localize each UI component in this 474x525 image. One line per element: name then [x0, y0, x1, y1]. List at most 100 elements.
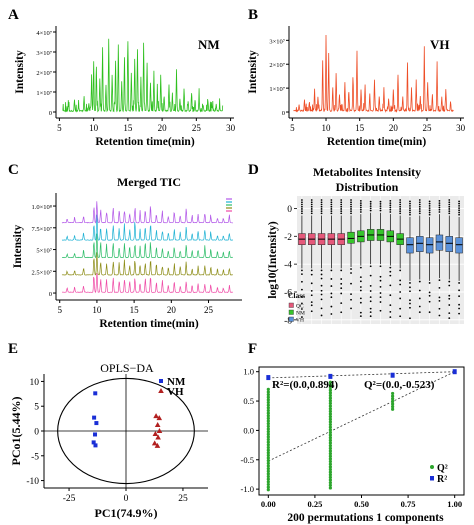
outlier-point: [350, 205, 352, 208]
outlier-point: [448, 199, 451, 201]
outlier-point: [359, 289, 362, 292]
outlier-point: [301, 308, 303, 310]
outlier-point: [369, 284, 372, 287]
outlier-point: [340, 292, 343, 295]
x-tick-label-C: 25: [204, 305, 214, 315]
outlier-point: [399, 203, 402, 206]
outlier-point: [458, 202, 460, 205]
outlier-point: [320, 273, 323, 276]
outlier-point: [369, 265, 372, 268]
y-tick-label-C: 2.5×10⁷: [31, 269, 52, 276]
outlier-point: [458, 289, 460, 292]
y-tick-label-C: 7.5×10⁷: [31, 226, 52, 233]
outlier-point: [310, 294, 313, 297]
outlier-point: [399, 269, 402, 272]
outlier-point: [320, 203, 323, 206]
outlier-point: [399, 315, 402, 318]
outlier-point: [320, 269, 323, 272]
y-tick-label-A: 3×10⁷: [36, 50, 52, 57]
outlier-point: [428, 204, 431, 207]
x-tick-label-B: 25: [422, 123, 432, 133]
outlier-point: [350, 298, 352, 301]
point-q2: [266, 477, 270, 481]
point-q2: [328, 441, 332, 445]
outlier-point: [399, 297, 402, 300]
box-nm: [347, 231, 355, 244]
outlier-point: [340, 287, 343, 290]
outlier-point: [340, 311, 343, 314]
outlier-point: [448, 280, 451, 283]
outlier-point: [330, 210, 333, 213]
point-q2: [266, 466, 270, 471]
outlier-point: [379, 275, 382, 278]
x-tick-label-C: 10: [92, 305, 102, 315]
point-q2: [266, 395, 270, 399]
outlier-point: [448, 205, 451, 208]
outlier-point: [389, 199, 392, 202]
outlier-point: [389, 310, 392, 313]
y-tick-label-E: 5: [34, 403, 39, 413]
point-q2: [266, 485, 270, 489]
x-tick-label-A: 10: [89, 123, 99, 133]
x-tick-label-F: 0.75: [401, 499, 416, 509]
point-nm: [94, 421, 99, 426]
annotation-q2: Q²=(0.0,-0.523): [364, 379, 435, 391]
panel-a-label: NM: [198, 37, 220, 52]
outlier-point: [389, 266, 392, 269]
outlier-point: [389, 211, 392, 213]
point-vh: [153, 413, 159, 419]
outlier-point: [340, 203, 343, 206]
outlier-point: [350, 199, 352, 201]
x-axis-title-C: Retention time(min): [99, 318, 198, 330]
legend-label-r2: R²: [437, 474, 447, 485]
outlier-point: [428, 207, 431, 210]
outlier-point: [389, 274, 392, 277]
outlier-point: [409, 200, 411, 203]
legend-marker-q2: [430, 465, 434, 469]
point-q2: [266, 443, 270, 447]
point-q2: [391, 407, 395, 411]
x-tick-label-C: 20: [167, 305, 177, 315]
outlier-point: [359, 311, 362, 314]
point-q2: [266, 387, 270, 391]
outlier-point: [369, 315, 372, 318]
outlier-point: [359, 301, 362, 304]
x-tick-label-E: 0: [124, 494, 129, 504]
point-q2: [328, 396, 332, 400]
outlier-point: [320, 212, 323, 215]
outlier-point: [438, 296, 441, 299]
outlier-point: [301, 205, 303, 208]
point-q2: [266, 456, 270, 460]
outlier-point: [301, 295, 303, 298]
point-q2: [328, 430, 332, 435]
x-tick-label-A: 25: [192, 123, 202, 133]
outlier-point: [340, 208, 343, 210]
y-axis-title-B: Intensity: [247, 50, 259, 94]
point-q2: [328, 454, 332, 458]
point-q2: [328, 417, 332, 421]
y-tick-label-F: -0.5: [241, 455, 254, 465]
chromatogram-trace-A: [62, 38, 224, 113]
point-vh: [155, 434, 161, 440]
point-q2: [266, 459, 270, 463]
point-q2: [266, 398, 270, 402]
point-q2: [266, 424, 270, 428]
point-q2: [328, 438, 332, 442]
outlier-point: [320, 208, 323, 210]
outlier-point: [438, 199, 441, 202]
outlier-point: [350, 203, 352, 206]
outlier-point: [399, 307, 402, 310]
outlier-point: [310, 212, 313, 215]
outlier-point: [418, 205, 421, 208]
outlier-point: [458, 207, 460, 210]
outlier-point: [310, 201, 313, 204]
outlier-point: [418, 311, 421, 314]
y-tick-label-C: 0: [49, 291, 52, 298]
outlier-point: [448, 210, 451, 213]
point-q2: [391, 399, 395, 403]
point-q2: [328, 420, 332, 424]
point-q2: [328, 436, 332, 440]
x-tick-label-C: 15: [130, 305, 140, 315]
outlier-point: [448, 284, 451, 287]
